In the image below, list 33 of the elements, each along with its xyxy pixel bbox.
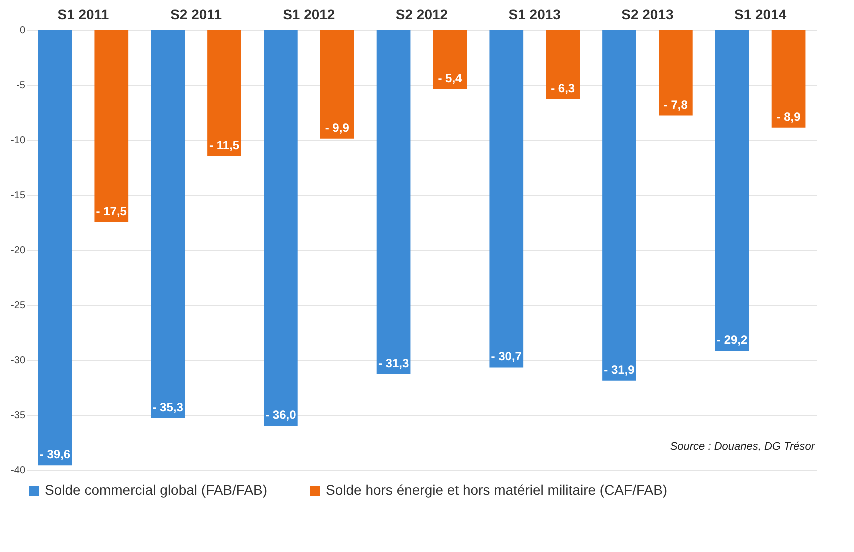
y-tick-label: -5	[16, 80, 26, 92]
x-tick-label: S1 2012	[283, 6, 336, 22]
legend-label: Solde commercial global (FAB/FAB)	[45, 482, 268, 498]
data-label: - 36,0	[266, 408, 297, 422]
x-tick-label: S1 2014	[734, 6, 787, 22]
data-label: - 17,5	[96, 204, 128, 218]
y-tick-label: -10	[11, 136, 26, 146]
x-tick-label: S1 2011	[58, 6, 110, 22]
x-tick-label: S2 2012	[396, 6, 448, 22]
y-tick-label: -20	[11, 246, 26, 256]
y-tick-label: -35	[11, 410, 26, 422]
data-label: - 30,7	[491, 350, 522, 364]
y-tick-label: -25	[11, 300, 26, 312]
data-label: - 31,3	[378, 356, 410, 370]
data-label: - 29,2	[717, 333, 748, 348]
legend-label: Solde hors énergie et hors matériel militaire (CAF/FAB)	[326, 482, 668, 498]
x-tick-label: S2 2011	[170, 6, 222, 22]
y-tick-label: -30	[11, 356, 26, 366]
data-label: - 9,9	[325, 120, 350, 135]
data-label: - 39,6	[40, 448, 71, 462]
data-label: - 5,4	[438, 71, 463, 86]
y-tick-label: 0	[20, 26, 26, 36]
data-label: - 35,3	[152, 400, 184, 414]
x-tick-label: S2 2013	[622, 6, 674, 22]
y-tick-label: -40	[11, 466, 26, 476]
y-tick-label: -15	[11, 190, 26, 202]
data-label: - 8,9	[776, 110, 802, 124]
data-label: - 31,9	[604, 362, 636, 377]
data-label: - 6,3	[551, 81, 576, 96]
x-tick-label: S1 2013	[508, 6, 562, 22]
data-label: - 11,5	[209, 138, 240, 152]
annotation: Source : Douanes, DG Trésor	[670, 441, 816, 453]
data-label: - 7,8	[664, 98, 688, 112]
